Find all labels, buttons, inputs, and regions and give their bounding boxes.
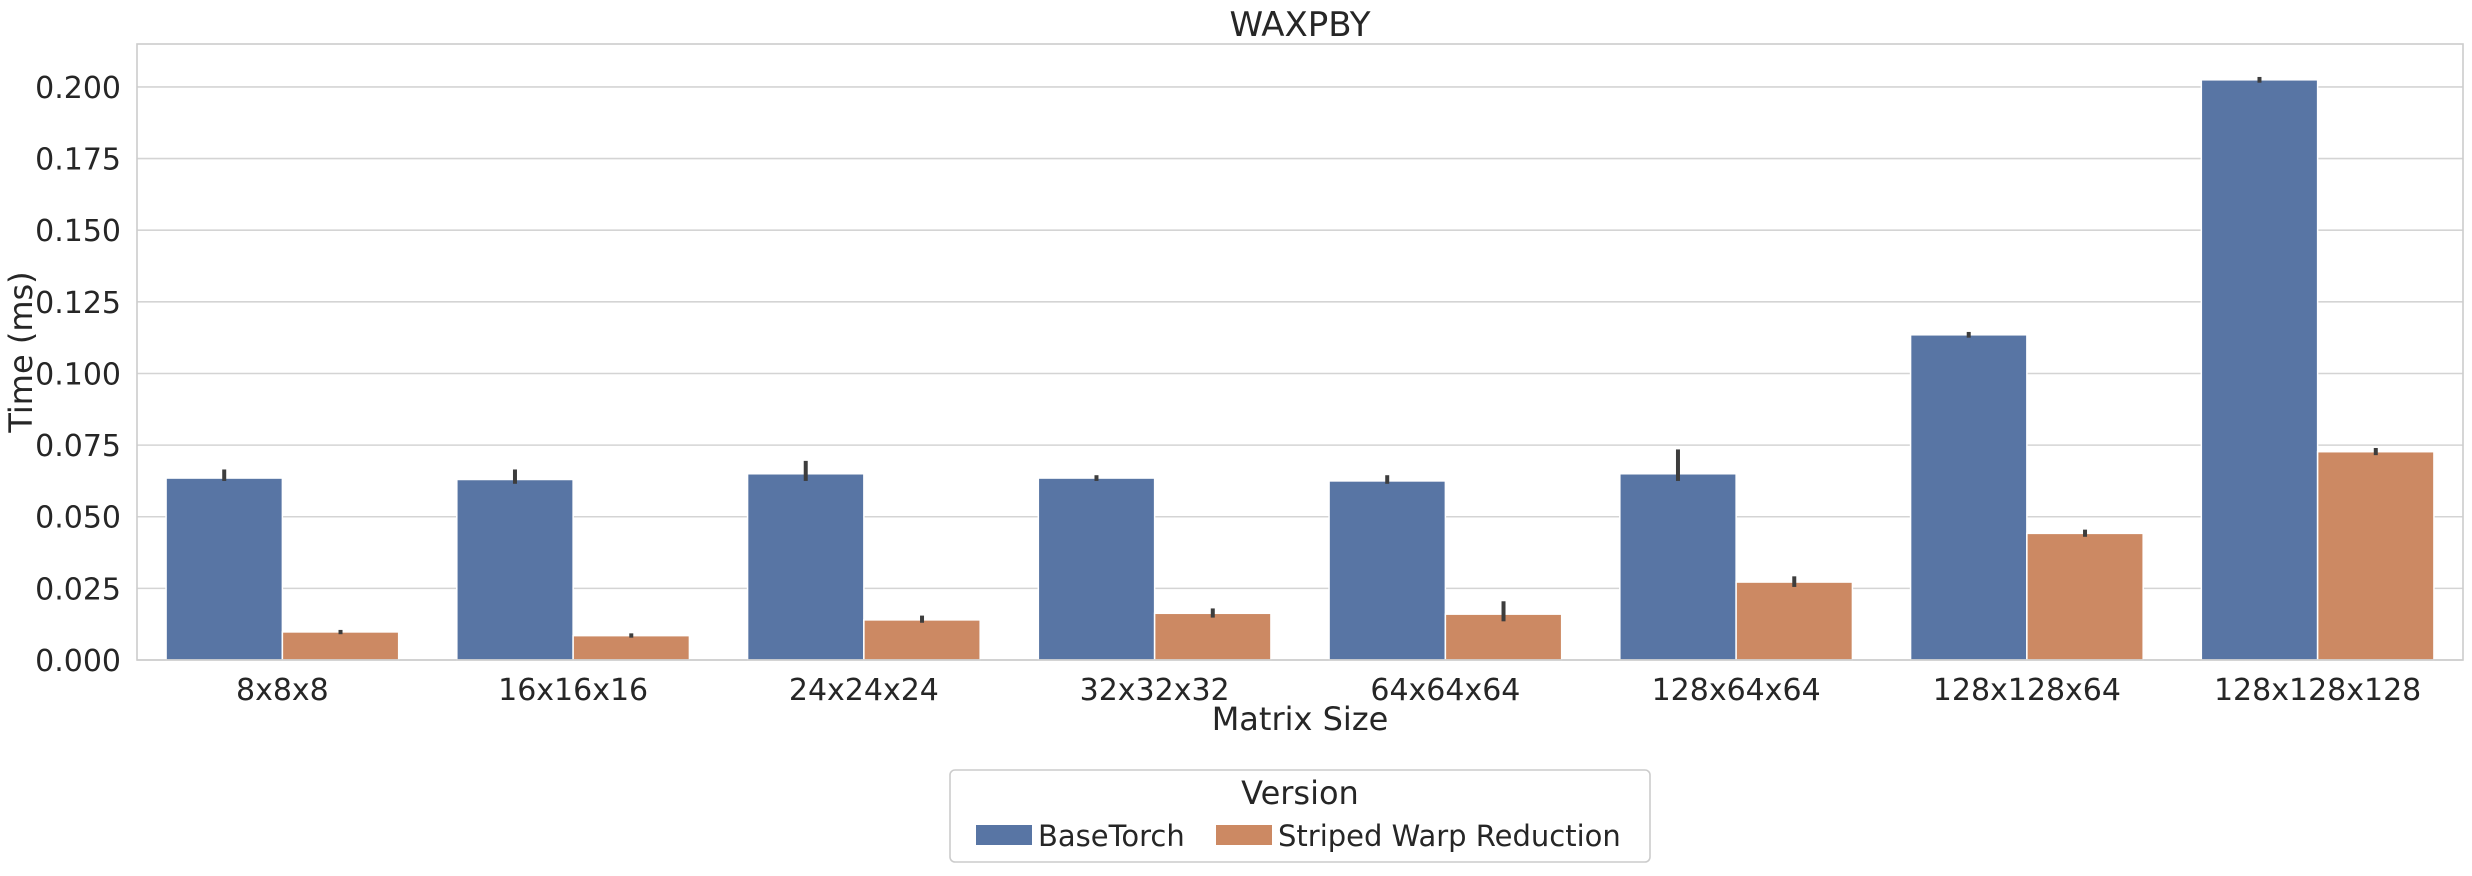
y-tick-label: 0.100 xyxy=(35,357,121,392)
x-tick-labels: 8x8x8 16x16x16 24x24x24 32x32x32 64x64x64 128… xyxy=(236,673,2421,708)
bar xyxy=(1619,473,1737,661)
bar xyxy=(2316,450,2435,661)
x-tick-label: 64x64x64 xyxy=(1370,673,1520,708)
legend-swatch-basetorch xyxy=(976,825,1032,845)
legend-swatch-striped-warp-reduction xyxy=(1216,825,1272,845)
y-axis-label: Time (ms) xyxy=(2,271,40,433)
legend-title: Version xyxy=(1241,774,1359,812)
y-tick-label: 0.075 xyxy=(35,429,121,464)
bar xyxy=(1735,581,1854,661)
bar xyxy=(2026,532,2144,661)
legend-label-striped-warp-reduction: Striped Warp Reduction xyxy=(1278,819,1621,853)
chart-title: WAXPBY xyxy=(1229,5,1370,45)
x-tick-label: 16x16x16 xyxy=(498,673,648,708)
x-axis-label: Matrix Size xyxy=(1212,700,1389,738)
legend-label-basetorch: BaseTorch xyxy=(1038,819,1185,853)
bar xyxy=(1037,477,1156,661)
bar xyxy=(1328,480,1447,661)
x-tick-label: 128x128x128 xyxy=(2214,673,2421,708)
y-tick-label: 0.050 xyxy=(35,501,121,536)
bars xyxy=(165,79,2435,661)
y-tick-label: 0.150 xyxy=(35,214,121,249)
bar xyxy=(281,631,400,661)
y-tick-label: 0.025 xyxy=(35,572,121,607)
bar xyxy=(1153,612,1272,661)
x-tick-label: 32x32x32 xyxy=(1080,673,1230,708)
y-tick-label: 0.175 xyxy=(35,143,121,178)
bar xyxy=(572,634,691,661)
bar xyxy=(456,478,574,661)
y-tick-label: 0.200 xyxy=(35,71,121,106)
bar xyxy=(1909,334,2028,661)
legend: Version BaseTorch Striped Warp Reduction xyxy=(949,769,1651,863)
y-tick-label: 0.125 xyxy=(35,286,121,321)
error-bars xyxy=(222,76,2378,638)
bar xyxy=(746,473,865,661)
legend-box xyxy=(949,769,1651,863)
x-tick-label: 8x8x8 xyxy=(236,673,329,708)
bar xyxy=(2200,79,2319,661)
plot-frame xyxy=(136,43,2464,661)
x-tick-label: 24x24x24 xyxy=(789,673,939,708)
y-tick-labels: 0.000 0.025 0.050 0.075 0.100 0.125 0.150 0.175… xyxy=(35,71,121,679)
y-tick-label: 0.000 xyxy=(35,644,121,679)
bar xyxy=(165,477,284,661)
x-tick-label: 128x128x64 xyxy=(1933,673,2121,708)
bar xyxy=(863,619,981,661)
x-tick-label: 128x64x64 xyxy=(1652,673,1821,708)
